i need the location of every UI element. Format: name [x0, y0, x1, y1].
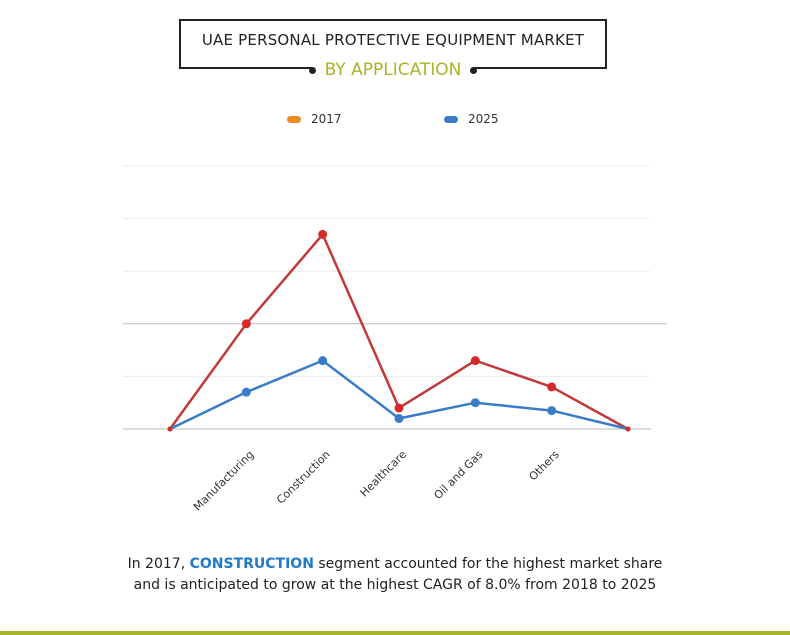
legend-label-2017: 2017	[311, 112, 342, 126]
data-point-2017-2	[318, 229, 328, 239]
subtitle-wrap: BY APPLICATION	[179, 58, 607, 82]
x-tick-label: Others	[526, 448, 562, 484]
series-line-2017	[168, 233, 629, 431]
data-point-2025-4	[470, 398, 480, 408]
legend-swatch-2025	[444, 115, 458, 123]
x-tick-label: Oil and Gas	[431, 448, 485, 502]
legend-label-2025: 2025	[468, 112, 499, 126]
chart-subtitle: BY APPLICATION	[308, 60, 478, 80]
data-point-2017-4	[470, 356, 480, 366]
data-point-2025-3	[394, 413, 404, 423]
legend-item-2017: 2017	[287, 112, 342, 126]
footer-highlight: CONSTRUCTION	[189, 556, 314, 572]
x-tick-label: Healthcare	[358, 448, 410, 500]
chart-title: UAE PERSONAL PROTECTIVE EQUIPMENT MARKET	[201, 31, 585, 49]
footer-text: In 2017, CONSTRUCTION segment accounted …	[0, 554, 790, 596]
data-point-2025-5	[547, 406, 557, 416]
data-point-2017-1	[241, 319, 251, 329]
x-tick-label: Construction	[274, 448, 333, 507]
legend-item-2025: 2025	[444, 112, 499, 126]
chart-lines	[168, 233, 629, 431]
footer-line-1: In 2017, CONSTRUCTION segment accounted …	[0, 554, 790, 575]
x-tick-label: Manufacturing	[191, 448, 257, 514]
line-chart: Manufacturing Construction Healthcare Oil a…	[123, 165, 667, 514]
data-point-2017-3	[394, 403, 404, 413]
data-point-2025-1	[241, 387, 251, 397]
data-point-2017-6	[625, 426, 631, 432]
footer-line-1-post: segment accounted for the highest market…	[313, 556, 663, 572]
chart-x-labels: Manufacturing Construction Healthcare Oil a…	[191, 448, 562, 514]
subtitle-dot-left	[308, 66, 316, 74]
data-point-2025-2	[318, 356, 328, 366]
chart-grid	[123, 165, 667, 430]
chart-points	[167, 229, 631, 432]
footer-line-2: and is anticipated to grow at the highes…	[133, 577, 657, 593]
data-point-2017-0	[167, 426, 173, 432]
subtitle-dot-right	[470, 66, 478, 74]
footer-line-1-pre: In 2017,	[127, 556, 190, 572]
bottom-rule	[0, 631, 790, 635]
legend-swatch-2017	[287, 115, 301, 123]
subtitle-text: BY APPLICATION	[324, 60, 462, 80]
data-point-2017-5	[547, 382, 557, 392]
